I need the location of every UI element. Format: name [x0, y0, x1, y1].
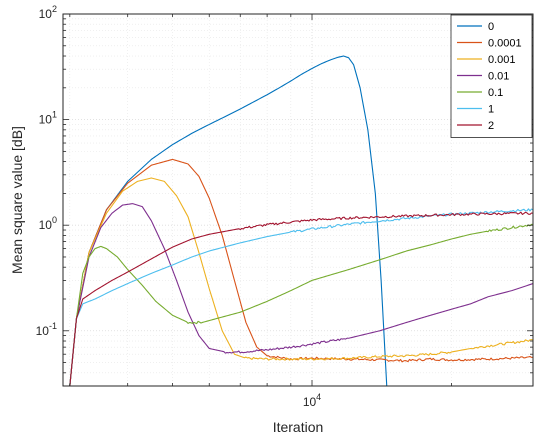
y-tick-label: 101: [39, 110, 57, 127]
series-line-0: [69, 55, 388, 386]
legend-label: 0.01: [488, 71, 509, 83]
series-line-5: [69, 208, 533, 386]
series-line-6: [69, 211, 533, 386]
series-line-3: [69, 203, 533, 386]
legend-label: 0.001: [488, 54, 516, 66]
plot-area: [69, 55, 533, 386]
x-axis-label: Iteration: [273, 419, 324, 435]
series-lines: [69, 55, 533, 386]
y-tick-label: 102: [39, 4, 57, 21]
y-tick-label: 10-1: [36, 321, 57, 338]
minor-grid: [63, 14, 534, 387]
legend-label: 0: [488, 21, 494, 33]
series-line-1: [69, 158, 533, 386]
legend-label: 1: [488, 104, 494, 116]
legend-label: 0.0001: [488, 38, 522, 50]
y-tick-label: 100: [39, 215, 57, 232]
axes-box: [62, 13, 534, 387]
tick-labels: 10-1 100 101 102 104: [36, 4, 322, 409]
legend: 0 0.0001 0.001 0.01 0.1 1 2: [450, 14, 533, 138]
legend-label: 2: [488, 120, 494, 132]
series-line-2: [69, 177, 533, 386]
y-axis-label: Mean square value [dB]: [9, 126, 25, 274]
x-tick-label: 104: [303, 392, 321, 409]
legend-label: 0.1: [488, 87, 503, 99]
series-line-4: [69, 223, 533, 386]
legend-box: [450, 14, 533, 138]
